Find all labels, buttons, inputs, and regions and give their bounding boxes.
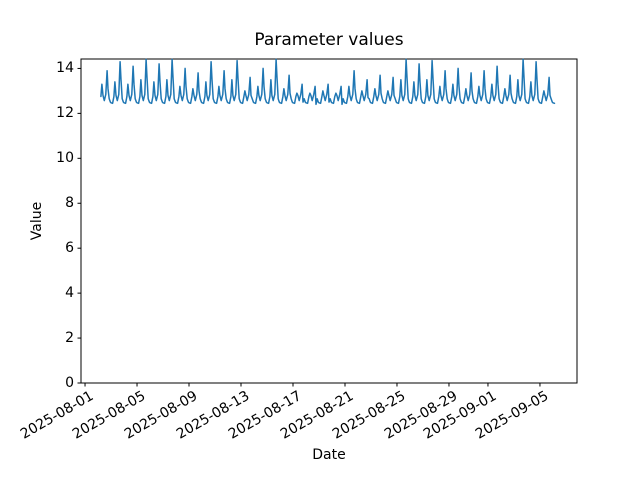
chart-title: Parameter values — [254, 30, 404, 50]
y-tick-label: 14 — [56, 60, 74, 77]
y-tick-label: 6 — [65, 240, 74, 257]
x-axis-label: Date — [312, 447, 346, 463]
tick-marks — [77, 67, 541, 387]
y-tick-label: 8 — [65, 195, 74, 212]
axes-frame — [80, 58, 578, 384]
y-tick-label: 10 — [56, 150, 74, 167]
y-tick-label: 4 — [65, 285, 74, 302]
data-line — [100, 58, 556, 106]
y-tick-label: 12 — [56, 105, 74, 122]
y-tick-label: 0 — [65, 375, 74, 391]
y-tick-label: 2 — [65, 330, 74, 347]
